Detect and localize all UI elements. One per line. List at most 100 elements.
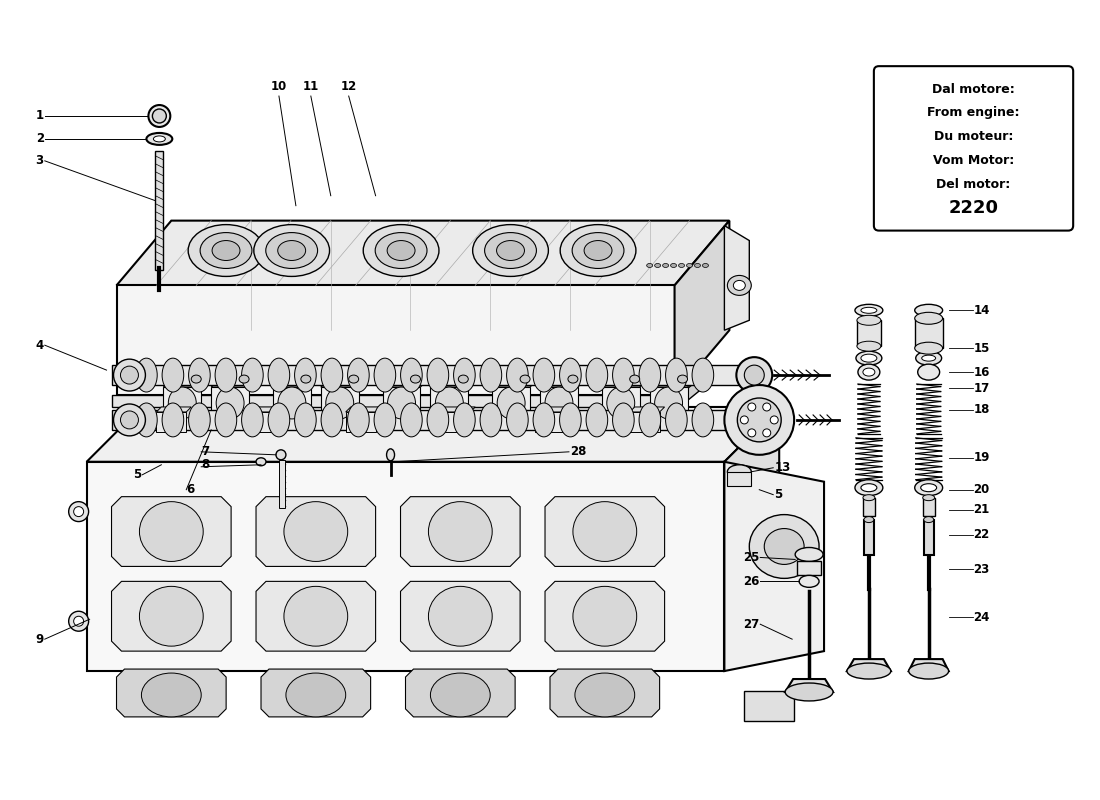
Polygon shape (406, 669, 515, 717)
Ellipse shape (924, 517, 934, 522)
Ellipse shape (847, 663, 891, 679)
Polygon shape (680, 373, 706, 407)
Bar (111, 410, 755, 430)
Ellipse shape (520, 375, 530, 383)
Ellipse shape (762, 403, 771, 411)
Ellipse shape (748, 429, 756, 437)
Ellipse shape (857, 315, 881, 326)
Text: Dal motore:: Dal motore: (932, 82, 1015, 95)
Ellipse shape (162, 358, 184, 392)
Ellipse shape (725, 385, 794, 455)
Ellipse shape (921, 484, 937, 492)
Ellipse shape (348, 403, 370, 437)
Ellipse shape (453, 403, 475, 437)
Ellipse shape (375, 233, 427, 269)
Polygon shape (261, 669, 371, 717)
Ellipse shape (856, 351, 882, 365)
Ellipse shape (153, 109, 166, 123)
Text: 4: 4 (35, 338, 44, 352)
Polygon shape (117, 221, 729, 286)
Bar (923, 498, 935, 515)
Ellipse shape (321, 403, 343, 437)
Ellipse shape (686, 263, 693, 267)
Text: From engine:: From engine: (927, 106, 1020, 119)
Ellipse shape (148, 105, 170, 127)
Text: 21: 21 (974, 503, 990, 516)
Ellipse shape (862, 368, 874, 376)
Ellipse shape (162, 403, 184, 437)
Text: 10: 10 (271, 80, 287, 93)
Polygon shape (540, 379, 586, 387)
Ellipse shape (140, 502, 204, 562)
Ellipse shape (560, 358, 581, 392)
Ellipse shape (453, 358, 475, 392)
Polygon shape (273, 379, 319, 387)
Text: 13: 13 (774, 462, 791, 474)
Ellipse shape (762, 429, 771, 437)
Polygon shape (256, 497, 375, 566)
Ellipse shape (427, 358, 449, 392)
Polygon shape (111, 497, 231, 566)
Text: 26: 26 (742, 575, 759, 588)
Text: 7: 7 (201, 446, 209, 458)
Polygon shape (345, 407, 381, 412)
Ellipse shape (242, 403, 263, 437)
Text: 5: 5 (133, 468, 142, 482)
Ellipse shape (348, 358, 370, 392)
Ellipse shape (671, 263, 676, 267)
Ellipse shape (276, 450, 286, 460)
Ellipse shape (216, 403, 236, 437)
Ellipse shape (188, 403, 210, 437)
Ellipse shape (855, 304, 883, 316)
Text: 18: 18 (974, 403, 990, 417)
Ellipse shape (256, 458, 266, 466)
Ellipse shape (168, 387, 196, 419)
Ellipse shape (459, 375, 469, 383)
Ellipse shape (862, 494, 874, 501)
Ellipse shape (428, 502, 492, 562)
Text: 3: 3 (35, 154, 44, 167)
Bar (862, 498, 874, 515)
Ellipse shape (678, 375, 688, 383)
Ellipse shape (915, 480, 943, 496)
Ellipse shape (400, 358, 422, 392)
Ellipse shape (909, 663, 948, 679)
Ellipse shape (586, 403, 607, 437)
Polygon shape (909, 659, 948, 671)
Ellipse shape (679, 263, 684, 267)
Text: 11: 11 (302, 80, 319, 93)
Text: 24: 24 (974, 610, 990, 624)
Ellipse shape (917, 364, 939, 380)
Ellipse shape (295, 403, 316, 437)
Polygon shape (725, 407, 779, 671)
Ellipse shape (295, 358, 316, 392)
Ellipse shape (387, 387, 416, 419)
Ellipse shape (544, 387, 573, 419)
Ellipse shape (861, 307, 877, 314)
Polygon shape (544, 497, 664, 566)
Ellipse shape (748, 403, 756, 411)
Bar (279, 460, 285, 508)
Ellipse shape (692, 358, 714, 392)
Text: 2: 2 (35, 133, 44, 146)
Ellipse shape (864, 517, 873, 522)
Ellipse shape (764, 529, 804, 565)
Ellipse shape (692, 403, 714, 437)
Ellipse shape (799, 575, 820, 587)
Ellipse shape (216, 358, 236, 392)
Bar (273, 387, 311, 415)
Text: 19: 19 (974, 451, 990, 464)
Ellipse shape (785, 683, 833, 701)
Ellipse shape (745, 365, 764, 385)
Ellipse shape (212, 241, 240, 261)
Ellipse shape (121, 411, 139, 429)
Ellipse shape (666, 358, 688, 392)
Ellipse shape (427, 403, 449, 437)
Text: 1: 1 (35, 110, 44, 122)
Polygon shape (492, 379, 538, 387)
Ellipse shape (647, 263, 652, 267)
Text: Del motor:: Del motor: (936, 178, 1011, 190)
Bar (650, 387, 688, 415)
Text: eurospares: eurospares (517, 346, 693, 374)
Ellipse shape (188, 358, 210, 392)
